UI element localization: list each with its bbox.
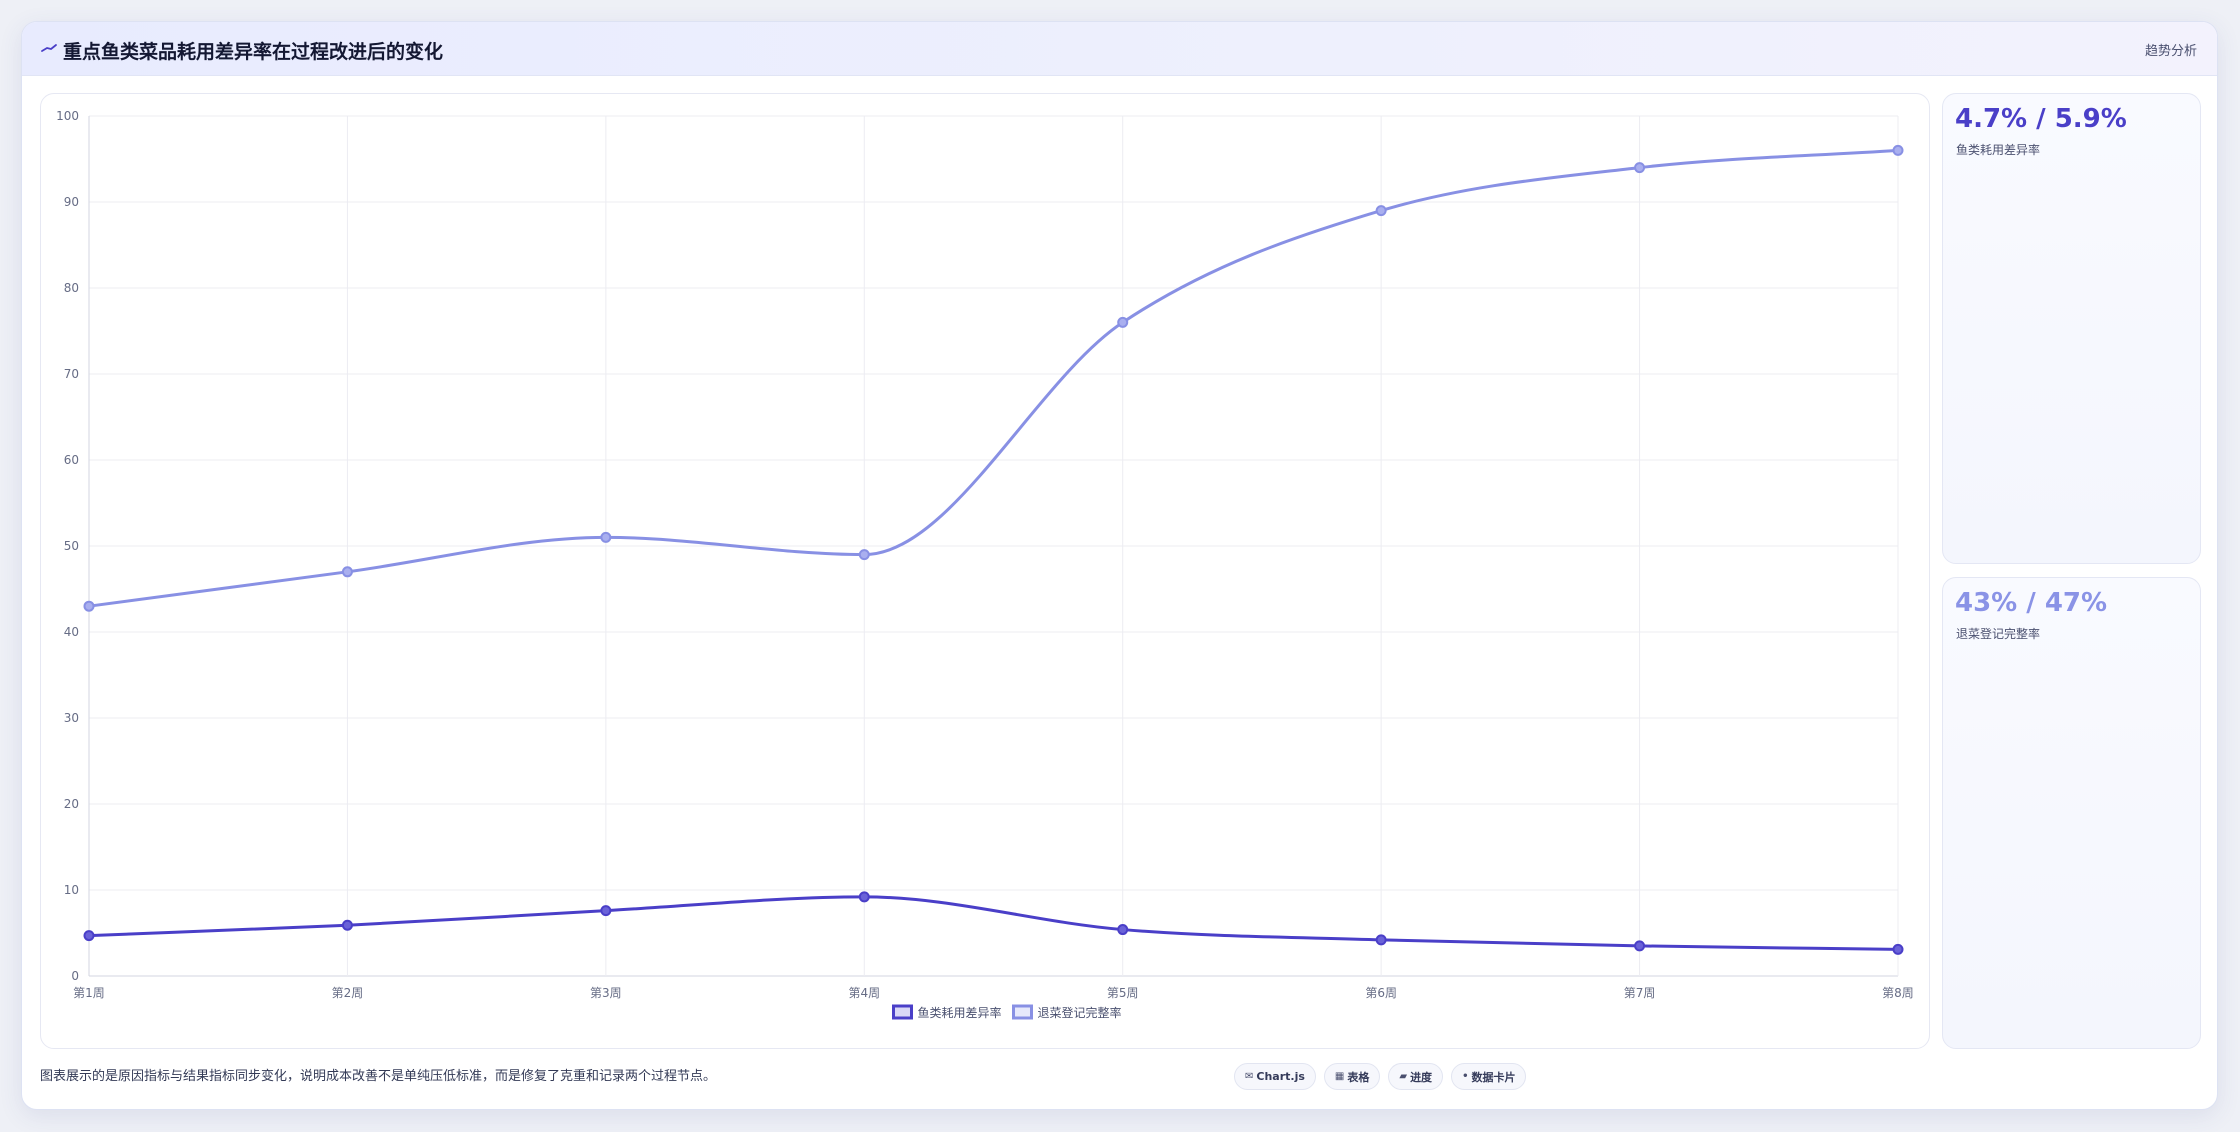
series-line-2 [88, 148, 1899, 608]
x-tick-label: 第7周 [1624, 986, 1656, 1000]
trend-line-icon [41, 44, 57, 52]
data-point-series-1 [1375, 934, 1387, 946]
table-icon: ▦ [1334, 1071, 1345, 1082]
chip-progress[interactable]: ▰ 进度 [1388, 1063, 1444, 1090]
y-tick-label: 30 [64, 711, 79, 725]
y-tick-label: 50 [64, 539, 79, 553]
feature-chips: ✉ Chart.js ▦ 表格 ▰ 进度 • 数据卡片 [1234, 1063, 1527, 1091]
data-card-icon: • [1462, 1071, 1469, 1082]
chart-card: 重点鱼类菜品耗用差异率在过程改进后的变化 趋势分析 0 10 20 30 40 50 60 7… [21, 21, 2218, 1110]
legend-label-1: 鱼类耗用差异率 [918, 1005, 1002, 1020]
data-point-series-1 [83, 930, 95, 942]
legend-swatch-1 [892, 1004, 913, 1020]
x-tick-label: 第8周 [1882, 986, 1914, 1000]
stat-label-variance: 鱼类耗用差异率 [1956, 143, 2041, 157]
line-chart: 0 10 20 30 40 50 60 70 80 90 100 第1周 第2周 第3周 第4周 第5周 第6周… [56, 109, 1914, 1020]
stat-card-variance: 4.7% / 5.9% 鱼类耗用差异率 [1942, 93, 2201, 564]
stat-value-completeness: 43% / 47% [1955, 588, 2108, 618]
card-header: 重点鱼类菜品耗用差异率在过程改进后的变化 趋势分析 [22, 22, 2217, 76]
x-tick-label: 第1周 [73, 986, 105, 1000]
y-tick-label: 10 [64, 883, 79, 897]
stat-card-completeness: 43% / 47% 退菜登记完整率 [1942, 577, 2201, 1049]
chart-caption: 图表展示的是原因指标与结果指标同步变化，说明成本改善不是单纯压低标准，而是修复了… [40, 1069, 717, 1084]
x-tick-label: 第5周 [1107, 986, 1139, 1000]
data-point-series-1 [600, 905, 612, 917]
data-point-series-2 [83, 600, 95, 612]
series-line-1 [88, 895, 1899, 951]
data-point-series-1 [1892, 943, 1904, 955]
chip-data-card[interactable]: • 数据卡片 [1451, 1063, 1527, 1090]
page-title: 重点鱼类菜品耗用差异率在过程改进后的变化 [63, 41, 444, 63]
y-tick-label: 80 [64, 281, 79, 295]
x-tick-label: 第2周 [332, 986, 364, 1000]
y-tick-label: 90 [64, 195, 79, 209]
chip-label: Chart.js [1256, 1070, 1305, 1083]
y-tick-label: 20 [64, 797, 79, 811]
data-point-series-2 [341, 566, 353, 578]
stat-value-variance: 4.7% / 5.9% [1955, 104, 2127, 134]
data-point-series-2 [1117, 316, 1129, 328]
y-tick-label: 60 [64, 453, 79, 467]
y-tick-label: 40 [64, 625, 79, 639]
legend-swatch-2 [1012, 1004, 1033, 1020]
data-point-series-2 [600, 531, 612, 543]
x-tick-label: 第3周 [590, 986, 622, 1000]
y-tick-label: 70 [64, 367, 79, 381]
data-point-series-2 [1892, 144, 1904, 156]
legend-label-2: 退菜登记完整率 [1038, 1005, 1122, 1020]
progress-icon: ▰ [1399, 1071, 1408, 1082]
x-tick-label: 第4周 [848, 986, 880, 1000]
data-point-series-1 [1634, 940, 1646, 952]
y-tick-label: 100 [56, 109, 79, 123]
chip-label: 进度 [1410, 1070, 1433, 1084]
chip-label: 表格 [1347, 1070, 1370, 1084]
data-point-series-2 [1634, 162, 1646, 174]
x-tick-label: 第6周 [1365, 986, 1397, 1000]
line-chart-panel: 0 10 20 30 40 50 60 70 80 90 100 第1周 第2周 第3周 第4周 第5周 第6周… [40, 93, 1930, 1049]
data-point-series-1 [858, 891, 870, 903]
chip-table[interactable]: ▦ 表格 [1323, 1063, 1381, 1090]
chart-icon: ✉ [1245, 1071, 1254, 1082]
data-point-series-1 [341, 919, 353, 931]
chip-chartjs[interactable]: ✉ Chart.js [1234, 1063, 1316, 1090]
chip-label: 数据卡片 [1471, 1070, 1516, 1084]
trend-analysis-badge[interactable]: 趋势分析 [2144, 44, 2197, 59]
y-tick-label: 0 [71, 969, 79, 983]
stat-label-completeness: 退菜登记完整率 [1956, 627, 2041, 641]
data-point-series-1 [1117, 924, 1129, 936]
data-point-series-2 [1375, 205, 1387, 217]
data-point-series-2 [858, 549, 870, 561]
